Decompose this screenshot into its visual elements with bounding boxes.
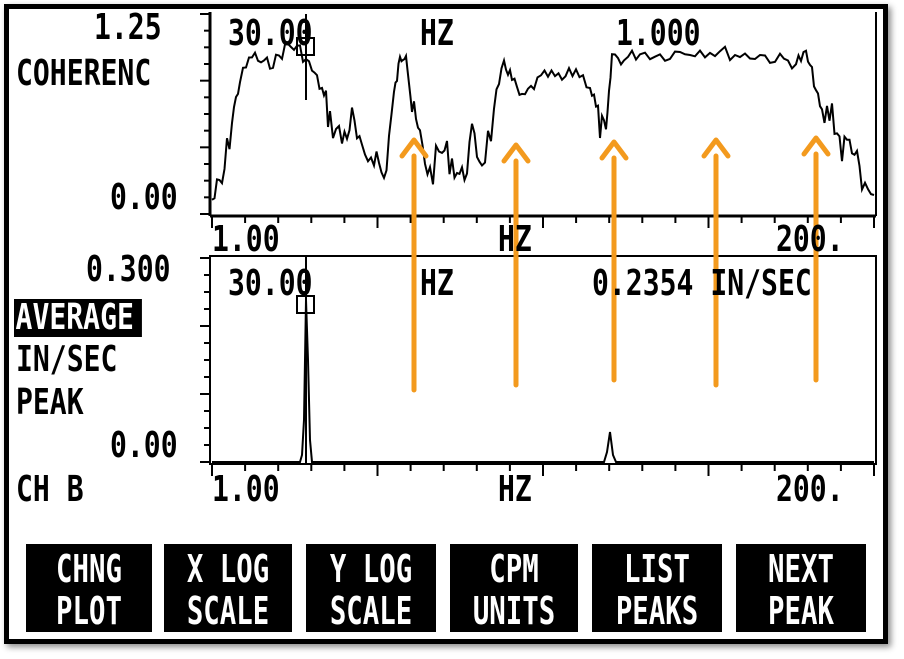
softkey-line1: LIST (624, 547, 690, 591)
channel-label: CH B (16, 469, 84, 510)
coherence-plot (200, 12, 877, 228)
analyzer-screen-frame (4, 4, 888, 644)
softkey-line2: PEAK (768, 589, 834, 633)
coherence-y-max-label: 1.25 (94, 7, 162, 48)
average-mode-badge[interactable]: AVERAGE (14, 299, 142, 337)
spectrum-x-max-label: 200. (776, 469, 844, 510)
cpm-units-softkey[interactable]: CPM UNITS (450, 544, 578, 632)
orange-arrow (399, 137, 429, 393)
softkey-line2: SCALE (186, 589, 270, 633)
chng-plot-softkey[interactable]: CHNG PLOT (26, 544, 152, 632)
spectrum-y-max-label: 0.300 (86, 249, 171, 290)
coherence-y-ticks (200, 13, 210, 215)
softkey-line2: PLOT (56, 589, 122, 633)
next-peak-softkey[interactable]: NEXT PEAK (736, 544, 866, 632)
spectrum-trace (212, 299, 874, 463)
coherence-x-min-label: 1.00 (212, 219, 280, 260)
annotation-arrows (399, 135, 831, 393)
spectrum-y-min-label: 0.00 (110, 425, 178, 466)
spectrum-cursor-freq: 30.00 (228, 263, 313, 304)
orange-arrow (501, 142, 531, 388)
coherence-trace (211, 42, 875, 201)
coherence-x-max-label: 200. (776, 219, 844, 260)
spectrum-cursor-marker[interactable] (296, 295, 315, 314)
coherence-cursor-unit: HZ (420, 13, 454, 54)
spectrum-y-ticks (200, 257, 210, 463)
coherence-cursor-value: 1.000 (616, 13, 701, 54)
x-log-scale-softkey[interactable]: X LOG SCALE (164, 544, 292, 632)
softkey-line2: PEAKS (615, 589, 699, 633)
spectrum-x-min-label: 1.00 (212, 469, 280, 510)
coherence-cursor-freq: 30.00 (228, 13, 313, 54)
spectrum-x-ticks (211, 464, 875, 476)
softkey-line2: SCALE (329, 589, 413, 633)
orange-arrow (801, 135, 831, 383)
coherence-cursor-marker[interactable] (296, 37, 315, 56)
spectrum-plot (200, 255, 877, 476)
softkey-line2: UNITS (472, 589, 556, 633)
spectrum-cursor-value: 0.2354 IN/SEC (592, 263, 812, 304)
softkey-line1: CHNG (56, 547, 122, 591)
spectrum-cursor-unit: HZ (420, 263, 454, 304)
spectrum-x-unit-label: HZ (498, 469, 532, 510)
spectrum-units-label: IN/SEC (16, 339, 118, 380)
softkey-line1: X LOG (186, 547, 270, 591)
coherence-x-ticks (211, 216, 875, 228)
coherence-y-min-label: 0.00 (110, 177, 178, 218)
orange-arrow (599, 139, 629, 383)
softkey-line1: NEXT (768, 547, 834, 591)
list-peaks-softkey[interactable]: LIST PEAKS (592, 544, 722, 632)
coherence-y-axis-title: COHERENC (16, 53, 152, 94)
y-log-scale-softkey[interactable]: Y LOG SCALE (306, 544, 436, 632)
spectrum-detect-label: PEAK (16, 382, 84, 423)
orange-arrow (701, 137, 731, 388)
softkey-line1: CPM (489, 547, 539, 591)
coherence-x-unit-label: HZ (498, 219, 532, 260)
softkey-line1: Y LOG (329, 547, 413, 591)
